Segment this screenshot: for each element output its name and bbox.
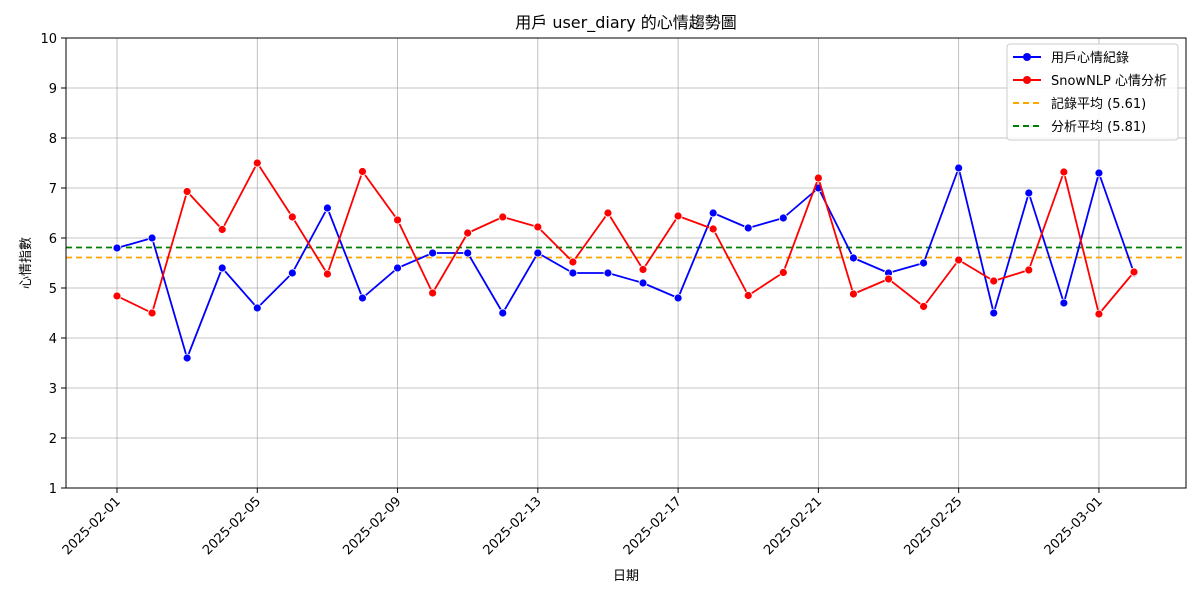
data-point-snownlp — [1024, 265, 1034, 275]
data-point-user-record — [147, 233, 157, 243]
data-point-user-record — [428, 248, 438, 258]
data-point-snownlp — [743, 291, 753, 300]
data-point-snownlp — [673, 211, 683, 221]
series-line-user-record — [116, 167, 1135, 359]
data-point-user-record — [287, 268, 297, 278]
y-axis-label: 心情指數 — [19, 237, 34, 289]
data-point-user-record — [533, 248, 543, 258]
plot-frame — [65, 37, 1187, 489]
data-point-snownlp — [287, 212, 297, 222]
data-point-user-record — [954, 163, 964, 173]
data-point-user-record — [358, 293, 367, 303]
data-point-snownlp — [1094, 309, 1104, 319]
data-point-user-record — [673, 293, 683, 303]
data-point-user-record — [1094, 168, 1104, 178]
legend-marker-user-record — [1023, 53, 1031, 61]
data-point-user-record — [919, 258, 928, 268]
data-point-snownlp — [1059, 167, 1069, 177]
data-point-snownlp — [217, 225, 227, 234]
data-point-user-record — [1024, 188, 1034, 198]
legend-label-analysis-average: 分析平均 (5.81) — [1051, 120, 1146, 135]
data-point-snownlp — [428, 288, 438, 298]
y-tick-label: 6 — [49, 232, 57, 247]
data-point-snownlp — [708, 224, 718, 234]
legend-entry-analysis-average: 分析平均 (5.81) — [1013, 120, 1146, 135]
data-point-user-record — [323, 203, 332, 213]
data-point-snownlp — [358, 167, 367, 176]
data-point-user-record — [743, 223, 753, 233]
data-point-user-record — [463, 248, 473, 258]
data-point-snownlp — [568, 257, 578, 267]
data-point-user-record — [1059, 298, 1069, 308]
data-point-user-record — [217, 263, 227, 273]
legend-label-user-record: 用戶心情紀錄 — [1051, 51, 1129, 66]
data-point-snownlp — [1129, 267, 1139, 277]
y-tick-label: 8 — [49, 132, 57, 147]
data-point-user-record — [252, 303, 262, 313]
data-series — [112, 158, 1139, 363]
data-point-snownlp — [393, 215, 402, 225]
data-point-user-record — [778, 213, 788, 223]
data-point-snownlp — [112, 291, 122, 301]
legend-label-snownlp: SnowNLP 心情分析 — [1051, 74, 1167, 89]
data-point-snownlp — [919, 302, 928, 311]
y-tick-label: 9 — [49, 82, 57, 97]
data-point-snownlp — [638, 265, 648, 274]
legend-entry-record-average: 記錄平均 (5.61) — [1013, 96, 1146, 112]
data-point-snownlp — [252, 158, 262, 168]
data-point-snownlp — [954, 255, 964, 265]
legend-marker-snownlp — [1023, 76, 1031, 84]
data-point-snownlp — [813, 173, 823, 183]
data-point-user-record — [393, 263, 402, 273]
legend-box — [1006, 43, 1179, 141]
y-tick-label: 5 — [49, 282, 57, 297]
chart-title: 用戶 user_diary 的心情趨勢圖 — [515, 13, 737, 33]
legend-label-record-average: 記錄平均 (5.61) — [1051, 96, 1146, 112]
series-line-snownlp — [116, 162, 1135, 315]
data-point-user-record — [498, 308, 508, 318]
y-tick-label: 2 — [49, 432, 57, 447]
reference-lines — [66, 246, 1186, 259]
y-tick-label: 4 — [49, 332, 57, 347]
data-point-snownlp — [533, 222, 543, 232]
y-tick-label: 10 — [40, 32, 57, 47]
data-point-snownlp — [603, 208, 613, 218]
x-axis-label: 日期 — [613, 569, 639, 584]
data-point-snownlp — [463, 228, 473, 238]
data-point-snownlp — [778, 268, 788, 277]
legend: 用戶心情紀錄 SnowNLP 心情分析 記錄平均 (5.61) 分析平均 (5.… — [1006, 43, 1179, 141]
y-tick-label: 3 — [49, 382, 57, 397]
data-point-user-record — [568, 268, 578, 278]
data-point-snownlp — [989, 276, 999, 286]
data-point-user-record — [849, 253, 858, 263]
data-point-snownlp — [147, 308, 157, 318]
data-point-snownlp — [323, 269, 332, 279]
data-point-user-record — [989, 308, 999, 318]
data-point-snownlp — [498, 212, 508, 222]
data-point-snownlp — [182, 187, 192, 196]
data-point-user-record — [182, 353, 192, 363]
data-point-user-record — [638, 278, 648, 288]
data-point-user-record — [112, 243, 122, 253]
legend-entry-snownlp: SnowNLP 心情分析 — [1013, 74, 1167, 89]
data-point-user-record — [708, 208, 718, 218]
legend-entry-user-record: 用戶心情紀錄 — [1013, 51, 1129, 66]
data-point-user-record — [603, 268, 613, 278]
data-point-snownlp — [849, 289, 858, 299]
data-point-snownlp — [884, 274, 893, 284]
y-tick-label: 7 — [49, 182, 57, 197]
y-tick-label: 1 — [49, 482, 57, 497]
